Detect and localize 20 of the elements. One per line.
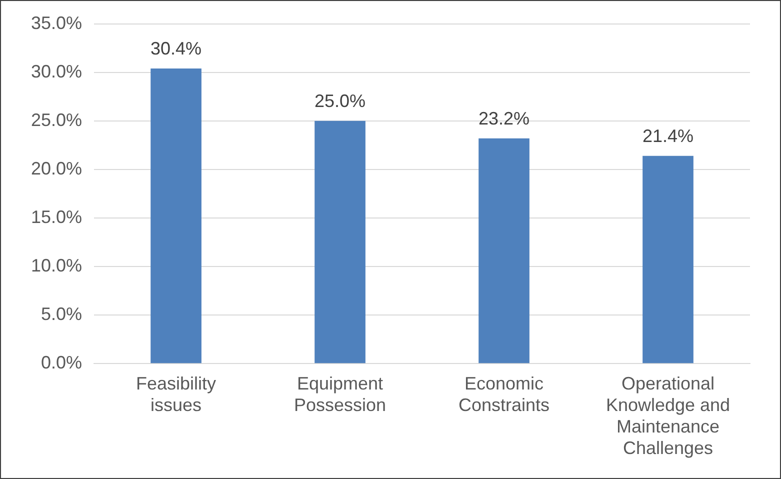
bar	[642, 156, 694, 364]
y-tick-label: 0.0%	[41, 352, 82, 373]
data-label: 25.0%	[314, 90, 366, 111]
x-tick-label: Operational Knowledge and Maintenance Challenges	[606, 373, 730, 458]
y-tick-label: 30.0%	[30, 61, 82, 82]
bar	[314, 120, 366, 364]
y-tick-label: 35.0%	[30, 12, 82, 33]
data-label: 23.2%	[478, 108, 530, 128]
bar	[150, 68, 202, 364]
data-label: 21.4%	[642, 126, 694, 146]
x-tick-label: Feasibility issues	[136, 373, 216, 415]
y-tick-label: 15.0%	[30, 206, 82, 227]
y-tick-label: 20.0%	[30, 158, 82, 178]
y-tick-label: 10.0%	[30, 255, 82, 276]
data-label: 30.4%	[150, 38, 202, 58]
y-tick-label: 25.0%	[30, 110, 82, 130]
y-tick-label: 5.0%	[41, 304, 82, 324]
x-tick-label: Equipment Possession	[294, 373, 386, 415]
x-tick-label: Economic Constraints	[458, 373, 550, 415]
bar	[478, 138, 530, 364]
